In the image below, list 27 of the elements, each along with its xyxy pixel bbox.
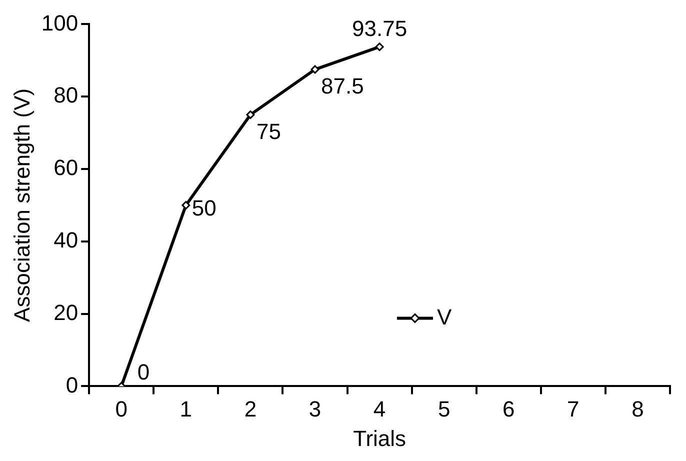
x-tick-label: 6 [502,396,515,422]
y-tick-label: 60 [54,155,78,180]
x-tick-label: 5 [438,396,450,422]
y-tick-label: 80 [54,82,78,108]
y-axis-title: Association strength (V) [9,88,34,322]
x-tick-label: 3 [308,396,322,422]
point [375,42,384,52]
data-label: 0 [137,359,150,384]
x-tick-label: 8 [632,396,644,422]
data-label: 87.5 [321,74,364,99]
x-tick-label: 1 [180,396,192,422]
x-tick-label: 4 [373,396,386,422]
y-tick-label: 100 [41,10,78,36]
point [310,65,320,74]
point [246,110,255,119]
x-tick-label: 7 [567,396,580,422]
data-label: 50 [192,195,216,220]
legend-label: V [436,304,452,330]
x-tick-label: 0 [115,396,128,422]
data-label: 75 [256,118,281,144]
point [182,200,190,210]
y-tick-label: 40 [54,227,78,252]
x-tick-label: 2 [244,396,257,422]
data-label: 93.75 [352,16,408,41]
y-tick-label: 20 [54,300,78,325]
x-axis-title: Trials [353,426,406,451]
y-tick-label: 0 [66,372,78,398]
